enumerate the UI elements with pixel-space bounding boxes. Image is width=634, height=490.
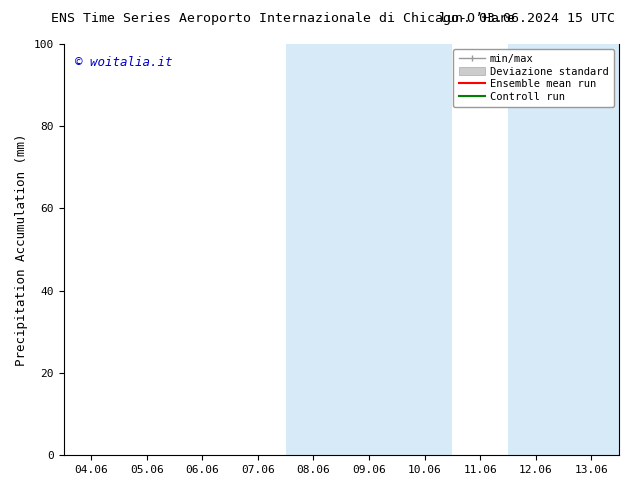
Text: ENS Time Series Aeroporto Internazionale di Chicago-O’Hare: ENS Time Series Aeroporto Internazionale… xyxy=(51,12,515,25)
Text: © woitalia.it: © woitalia.it xyxy=(75,56,172,69)
Text: lun. 03.06.2024 15 UTC: lun. 03.06.2024 15 UTC xyxy=(439,12,615,25)
Bar xyxy=(286,44,341,455)
Y-axis label: Precipitation Accumulation (mm): Precipitation Accumulation (mm) xyxy=(15,133,28,366)
Bar xyxy=(564,44,619,455)
Bar xyxy=(341,44,452,455)
Bar xyxy=(508,44,564,455)
Legend: min/max, Deviazione standard, Ensemble mean run, Controll run: min/max, Deviazione standard, Ensemble m… xyxy=(453,49,614,107)
